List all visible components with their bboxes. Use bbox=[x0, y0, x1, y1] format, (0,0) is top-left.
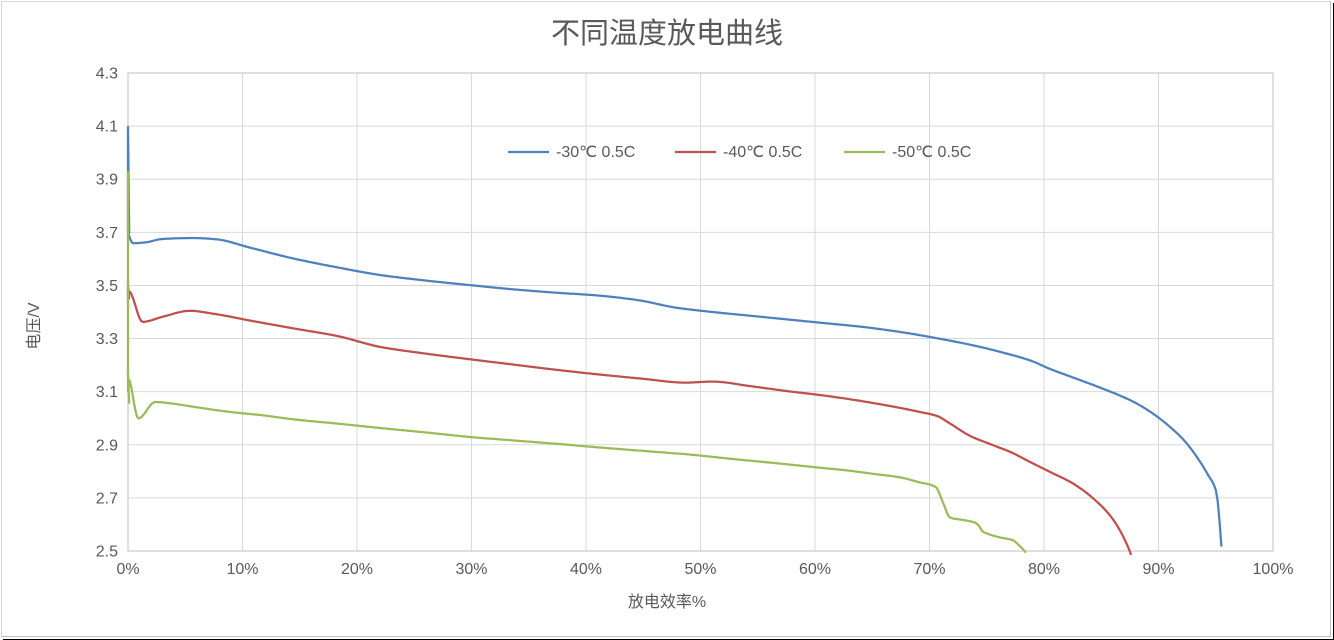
svg-text:3.3: 3.3 bbox=[96, 331, 118, 348]
svg-text:20%: 20% bbox=[341, 561, 373, 578]
svg-text:2.5: 2.5 bbox=[96, 544, 118, 561]
svg-text:3.5: 3.5 bbox=[96, 278, 118, 295]
svg-text:30%: 30% bbox=[455, 561, 487, 578]
svg-text:-30℃ 0.5C: -30℃ 0.5C bbox=[556, 144, 635, 161]
svg-text:3.7: 3.7 bbox=[96, 225, 118, 242]
svg-text:2.7: 2.7 bbox=[96, 490, 118, 507]
svg-text:3.1: 3.1 bbox=[96, 384, 118, 401]
svg-text:40%: 40% bbox=[570, 561, 602, 578]
svg-text:50%: 50% bbox=[684, 561, 716, 578]
svg-text:90%: 90% bbox=[1142, 561, 1174, 578]
svg-text:-50℃ 0.5C: -50℃ 0.5C bbox=[892, 144, 971, 161]
svg-text:2.9: 2.9 bbox=[96, 437, 118, 454]
svg-text:4.1: 4.1 bbox=[96, 119, 118, 136]
svg-text:3.9: 3.9 bbox=[96, 172, 118, 189]
svg-text:80%: 80% bbox=[1028, 561, 1060, 578]
svg-text:70%: 70% bbox=[913, 561, 945, 578]
svg-text:4.3: 4.3 bbox=[96, 66, 118, 83]
svg-text:0%: 0% bbox=[116, 561, 139, 578]
svg-text:60%: 60% bbox=[799, 561, 831, 578]
svg-text:10%: 10% bbox=[226, 561, 258, 578]
svg-text:-40℃ 0.5C: -40℃ 0.5C bbox=[723, 144, 802, 161]
svg-text:100%: 100% bbox=[1253, 561, 1294, 578]
